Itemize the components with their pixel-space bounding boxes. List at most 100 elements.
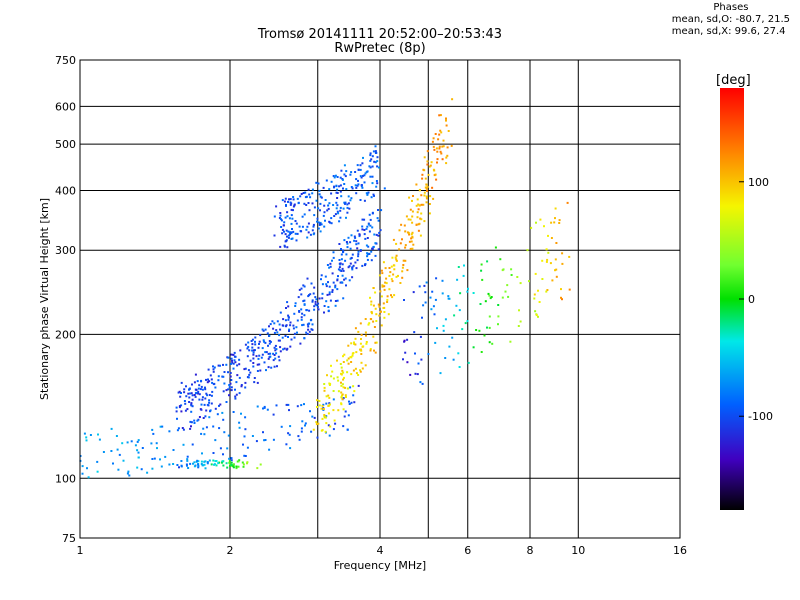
data-point	[429, 296, 432, 299]
data-point	[248, 373, 251, 376]
data-point	[384, 281, 387, 284]
data-point	[289, 231, 292, 234]
data-point	[118, 453, 121, 456]
data-point	[339, 184, 342, 187]
data-point	[152, 432, 155, 435]
data-point	[230, 357, 233, 360]
data-point	[300, 430, 303, 433]
data-point	[383, 285, 386, 288]
data-point	[313, 416, 316, 419]
data-point	[404, 246, 407, 249]
data-point	[247, 376, 250, 379]
data-point	[295, 239, 298, 242]
data-point	[324, 199, 327, 201]
data-point	[419, 335, 422, 338]
data-point	[424, 177, 427, 180]
data-point	[339, 281, 342, 284]
data-point	[340, 384, 343, 387]
data-point	[399, 282, 402, 284]
data-point	[375, 185, 378, 188]
data-point	[292, 198, 295, 201]
data-point	[187, 392, 190, 395]
data-point	[370, 300, 373, 303]
data-point	[351, 276, 354, 279]
data-point	[208, 416, 211, 419]
data-point	[168, 430, 171, 433]
data-point	[323, 386, 326, 389]
data-point	[343, 376, 345, 379]
data-point	[196, 380, 199, 383]
data-point	[318, 400, 321, 402]
data-point	[439, 129, 442, 132]
data-point	[274, 357, 277, 360]
data-point	[497, 315, 500, 318]
data-point	[296, 232, 299, 235]
data-point	[288, 433, 291, 436]
data-point	[354, 261, 357, 264]
data-point	[230, 353, 233, 356]
data-point	[389, 271, 392, 274]
data-point	[308, 309, 311, 312]
data-point	[424, 291, 427, 294]
data-point	[445, 156, 448, 159]
data-point	[249, 359, 252, 362]
data-point	[537, 289, 539, 292]
data-point	[315, 421, 318, 424]
data-point	[341, 178, 344, 181]
data-point	[230, 464, 233, 466]
data-point	[412, 291, 415, 294]
data-point	[330, 364, 332, 367]
data-point	[431, 186, 434, 189]
data-point	[355, 240, 358, 243]
data-point	[312, 428, 315, 431]
data-point	[429, 195, 432, 198]
data-point	[328, 202, 331, 205]
data-point	[326, 264, 329, 266]
data-point	[416, 211, 419, 214]
data-point	[364, 172, 367, 175]
data-point	[501, 269, 504, 272]
data-point	[424, 301, 427, 304]
data-point	[318, 189, 321, 192]
data-point	[300, 427, 303, 430]
data-point	[246, 347, 249, 350]
data-point	[423, 191, 426, 194]
data-point	[325, 285, 328, 288]
data-point	[230, 362, 233, 365]
data-point	[509, 340, 512, 343]
data-point	[168, 463, 171, 466]
data-point	[368, 230, 371, 233]
data-point	[458, 366, 461, 368]
data-point	[442, 145, 445, 148]
data-point	[254, 343, 257, 346]
data-point	[194, 464, 197, 467]
data-point	[296, 197, 299, 200]
data-point	[410, 240, 413, 243]
data-point	[232, 353, 235, 356]
data-point	[545, 290, 548, 293]
data-point	[297, 435, 300, 438]
data-point	[188, 401, 191, 403]
data-point	[254, 349, 256, 352]
data-point	[110, 427, 113, 430]
data-point	[489, 297, 492, 300]
data-point	[261, 347, 264, 350]
data-point	[151, 458, 154, 460]
data-point	[412, 195, 414, 197]
data-point	[180, 381, 183, 384]
data-point	[346, 242, 349, 245]
data-point	[355, 351, 358, 354]
data-point	[283, 230, 285, 233]
data-point	[176, 464, 179, 466]
data-point	[534, 272, 537, 275]
data-point	[349, 173, 352, 176]
data-point	[273, 322, 276, 325]
data-point	[284, 233, 287, 236]
data-point	[561, 252, 564, 255]
data-point	[311, 299, 314, 302]
data-point	[317, 422, 320, 425]
data-point	[161, 425, 164, 428]
data-point	[205, 409, 208, 412]
data-point	[371, 248, 374, 251]
data-point	[438, 133, 441, 136]
